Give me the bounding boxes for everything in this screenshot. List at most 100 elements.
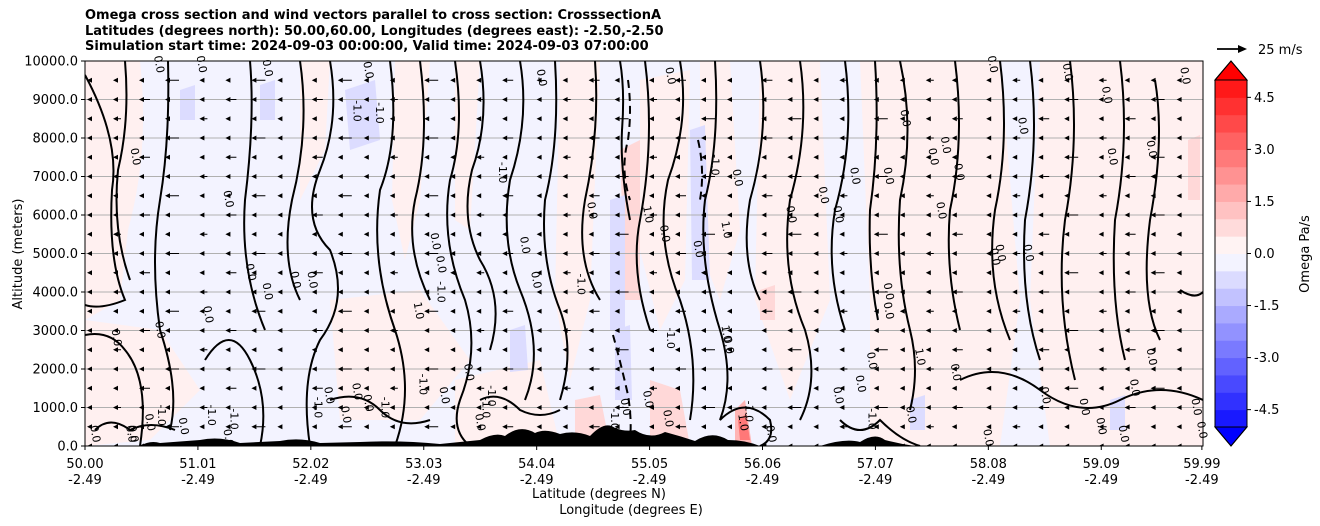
wind-vector bbox=[761, 289, 767, 295]
wind-vector bbox=[873, 193, 879, 199]
contour-label: 0.0 bbox=[993, 243, 1009, 262]
wind-vector bbox=[925, 231, 931, 237]
wind-vector bbox=[225, 328, 231, 333]
wind-vector bbox=[87, 308, 92, 314]
wind-vector bbox=[225, 193, 231, 199]
wind-vector bbox=[588, 77, 594, 83]
title-line-1: Omega cross section and wind vectors par… bbox=[85, 8, 662, 23]
contour-label: 0.0 bbox=[427, 232, 443, 251]
x-axis-title-2: Longitude (degrees E) bbox=[559, 503, 703, 518]
wind-vector bbox=[1098, 289, 1104, 295]
contour-label: 0.0 bbox=[980, 428, 996, 447]
wind-vector bbox=[536, 270, 542, 276]
wind-vector bbox=[87, 193, 92, 199]
wind-vector bbox=[251, 154, 257, 160]
wind-vector bbox=[199, 405, 205, 410]
wind-vector bbox=[311, 443, 317, 446]
wind-vector bbox=[727, 174, 732, 179]
wind-vector bbox=[899, 135, 905, 141]
wind-vector bbox=[1012, 405, 1018, 410]
wind-vector bbox=[502, 231, 508, 237]
wind-vector bbox=[1124, 193, 1130, 199]
contour-label: 0.0 bbox=[472, 413, 488, 432]
wind-vector bbox=[536, 174, 542, 179]
wind-vector bbox=[1064, 77, 1070, 83]
wind-vector bbox=[787, 116, 793, 122]
wind-vector bbox=[873, 231, 879, 237]
wind-vector bbox=[813, 77, 819, 83]
x-tick-label-latitude: 51.01 bbox=[179, 457, 216, 472]
wind-vector bbox=[277, 328, 283, 333]
wind-vector bbox=[1098, 116, 1104, 122]
contour-label: 0.0 bbox=[1015, 116, 1031, 135]
wind-vector bbox=[337, 77, 343, 83]
wind-vector bbox=[649, 443, 654, 446]
wind-vector bbox=[839, 347, 845, 353]
contour-label: 0.0 bbox=[881, 166, 897, 185]
colorbar-tick-label: 4.5 bbox=[1254, 91, 1275, 106]
wind-vector bbox=[476, 405, 482, 410]
wind-vector bbox=[113, 174, 118, 179]
colorbar-outline bbox=[1214, 60, 1248, 447]
wind-vector bbox=[1098, 443, 1104, 446]
x-tick-label-longitude: -2.49 bbox=[407, 473, 441, 488]
x-tick-label-latitude: 53.03 bbox=[405, 457, 442, 472]
contour-label: -1.0 bbox=[709, 154, 722, 175]
contour-line bbox=[623, 79, 631, 201]
contour-label: 0.0 bbox=[1188, 397, 1204, 416]
wind-vector bbox=[450, 174, 456, 179]
contour-label: 0.0 bbox=[783, 205, 799, 224]
wind-vector bbox=[873, 328, 879, 333]
wind-vector bbox=[986, 154, 992, 160]
wind-vector bbox=[562, 328, 568, 333]
x-tick-label-latitude: 59.09 bbox=[1083, 457, 1120, 472]
wind-vector bbox=[389, 366, 395, 372]
wind-vector bbox=[675, 328, 680, 333]
wind-vector bbox=[165, 405, 170, 410]
y-tick-label: 6000.0 bbox=[33, 209, 79, 224]
wind-vector bbox=[588, 366, 594, 372]
wind-vector bbox=[87, 347, 92, 353]
wind-vector bbox=[337, 270, 343, 276]
wind-vector bbox=[389, 77, 395, 83]
wind-vector bbox=[761, 251, 767, 256]
wind-vector bbox=[139, 289, 144, 295]
colorbar-tick-label: -1.5 bbox=[1254, 299, 1279, 314]
wind-vector bbox=[562, 193, 568, 199]
contour-label: 0.0 bbox=[830, 205, 846, 224]
wind-vector bbox=[389, 385, 395, 391]
wind-vector bbox=[139, 308, 144, 314]
wind-vector bbox=[251, 405, 257, 410]
wind-vector bbox=[165, 97, 170, 102]
wind-vector bbox=[727, 328, 732, 333]
wind-vector bbox=[139, 77, 144, 83]
wind-vector bbox=[1150, 193, 1156, 199]
wind-vector bbox=[1176, 251, 1182, 256]
wind-vector bbox=[1064, 135, 1070, 141]
contour-line bbox=[94, 421, 176, 432]
wind-vector bbox=[389, 270, 395, 276]
wind-vector bbox=[839, 77, 845, 83]
wind-vector bbox=[113, 347, 118, 353]
wind-vector bbox=[476, 231, 482, 237]
wind-vector bbox=[813, 97, 819, 102]
wind-vector bbox=[562, 270, 568, 276]
wind-vector bbox=[337, 135, 343, 141]
colorbar-label: Omega Pa/s bbox=[1298, 215, 1313, 293]
wind-vector bbox=[536, 308, 542, 314]
contour-line bbox=[376, 61, 406, 446]
wind-vector bbox=[614, 97, 620, 102]
wind-vector bbox=[1064, 424, 1070, 430]
positive-omega-region bbox=[85, 61, 144, 320]
wind-vector bbox=[502, 193, 508, 199]
wind-vector bbox=[675, 270, 680, 276]
wind-vector bbox=[701, 154, 706, 160]
wind-vector bbox=[761, 212, 767, 218]
wind-vector bbox=[899, 174, 905, 179]
wind-vector bbox=[113, 193, 118, 199]
wind-vector bbox=[87, 443, 92, 446]
wind-vector bbox=[251, 443, 257, 446]
wind-vector bbox=[899, 347, 905, 353]
contour-line bbox=[581, 61, 601, 301]
